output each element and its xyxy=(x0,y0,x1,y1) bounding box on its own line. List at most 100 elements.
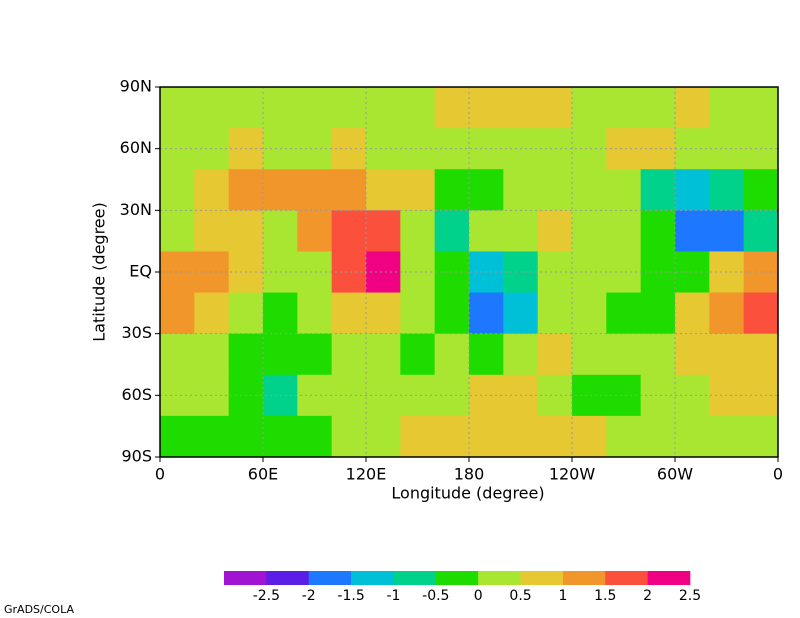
field-cell xyxy=(572,292,607,335)
field-cell xyxy=(537,292,573,335)
field-cell xyxy=(469,169,504,211)
field-cell xyxy=(743,210,779,252)
field-cell xyxy=(640,210,676,252)
field-cell xyxy=(160,292,195,335)
field-cell xyxy=(572,169,607,211)
y-tick-label: 60S xyxy=(121,385,152,404)
field-cell xyxy=(331,292,367,335)
field-cell xyxy=(331,210,367,252)
field-cell xyxy=(331,415,367,458)
credit: GrADS/COLA xyxy=(4,603,74,616)
field-cell xyxy=(537,210,573,252)
field-cell xyxy=(194,333,230,376)
colorbar-label: 1.5 xyxy=(594,588,616,604)
field-cell xyxy=(194,87,230,129)
field-cell xyxy=(366,87,401,129)
field-cell xyxy=(606,169,642,211)
field-cell xyxy=(503,210,539,252)
x-tick-label: 180 xyxy=(454,465,485,484)
field-cell xyxy=(400,333,436,376)
field-cell xyxy=(263,415,298,458)
field-cell xyxy=(228,415,264,458)
field-cell xyxy=(640,333,676,376)
field-cell xyxy=(503,333,539,376)
field-cell xyxy=(503,87,539,129)
colorbar-label: 2.5 xyxy=(679,588,701,604)
x-tick-label: 0 xyxy=(773,465,783,484)
field-cell xyxy=(606,210,642,252)
field-cell xyxy=(400,292,436,335)
field-cell xyxy=(434,292,470,335)
field-cell xyxy=(640,292,676,335)
field-cell xyxy=(228,87,264,129)
field-cell xyxy=(606,333,642,376)
field-cell xyxy=(400,210,436,252)
field-cell xyxy=(160,415,195,458)
colorbar-box xyxy=(562,571,606,585)
field-cell xyxy=(160,333,195,376)
field-cell xyxy=(572,210,607,252)
field-cell xyxy=(709,87,745,129)
field-cell xyxy=(160,210,195,252)
plot-frame xyxy=(159,86,779,458)
field-cell xyxy=(263,87,298,129)
colorbar-label: 1 xyxy=(558,588,567,604)
field-cell xyxy=(743,87,779,129)
y-tick-label: 30S xyxy=(121,323,152,342)
field-cell xyxy=(366,333,401,376)
field-cell xyxy=(228,210,264,252)
field-cell xyxy=(537,415,573,458)
colorbar-box xyxy=(351,571,394,585)
colorbar-box xyxy=(520,571,564,585)
field-cell xyxy=(194,292,230,335)
field-cell xyxy=(194,210,230,252)
field-cell xyxy=(537,333,573,376)
field-cell xyxy=(194,415,230,458)
field-cell xyxy=(263,333,298,376)
field-cell xyxy=(640,87,676,129)
x-axis-label: Longitude (degree) xyxy=(391,484,544,503)
field-cell xyxy=(675,169,710,211)
y-tick-label: 30N xyxy=(120,200,152,219)
colorbar-box xyxy=(266,571,310,585)
field-cell xyxy=(434,128,470,170)
colorbar-label: -2 xyxy=(302,588,316,604)
x-tick-label: 120W xyxy=(549,465,596,484)
field-cell xyxy=(331,87,367,129)
x-tick-label: 120E xyxy=(346,465,387,484)
field-cell xyxy=(331,169,367,211)
field-cell xyxy=(572,333,607,376)
field-cell xyxy=(194,169,230,211)
field-cell xyxy=(263,292,298,335)
colorbar-label: -1 xyxy=(386,588,400,604)
field-cell xyxy=(572,87,607,129)
colorbar-box xyxy=(393,571,437,585)
field-cell xyxy=(434,87,470,129)
field-cell xyxy=(434,374,470,417)
field-cell xyxy=(263,169,298,211)
field-cell xyxy=(263,210,298,252)
field-cell xyxy=(228,292,264,335)
field-cell xyxy=(469,292,504,335)
field-cell xyxy=(503,292,539,335)
colorbar-box xyxy=(647,571,691,585)
colorbar-box xyxy=(224,571,267,585)
field-cell xyxy=(297,292,333,335)
x-tick-label: 60E xyxy=(248,465,278,484)
field-cell xyxy=(434,251,470,294)
field-cell xyxy=(297,415,333,458)
field-cell xyxy=(469,87,504,129)
colorbar-label: -2.5 xyxy=(253,588,280,604)
colorbar-box xyxy=(478,571,521,585)
colorbar-box xyxy=(435,571,479,585)
y-tick-label: EQ xyxy=(129,262,152,281)
field-cell xyxy=(297,210,333,252)
colorbar-label: -1.5 xyxy=(337,588,364,604)
field-cell xyxy=(640,415,676,458)
field-cell xyxy=(366,415,401,458)
field-cell xyxy=(709,333,745,376)
field-cell xyxy=(503,415,539,458)
field-cell xyxy=(606,292,642,335)
field-cell xyxy=(675,87,710,129)
field-cell xyxy=(434,415,470,458)
